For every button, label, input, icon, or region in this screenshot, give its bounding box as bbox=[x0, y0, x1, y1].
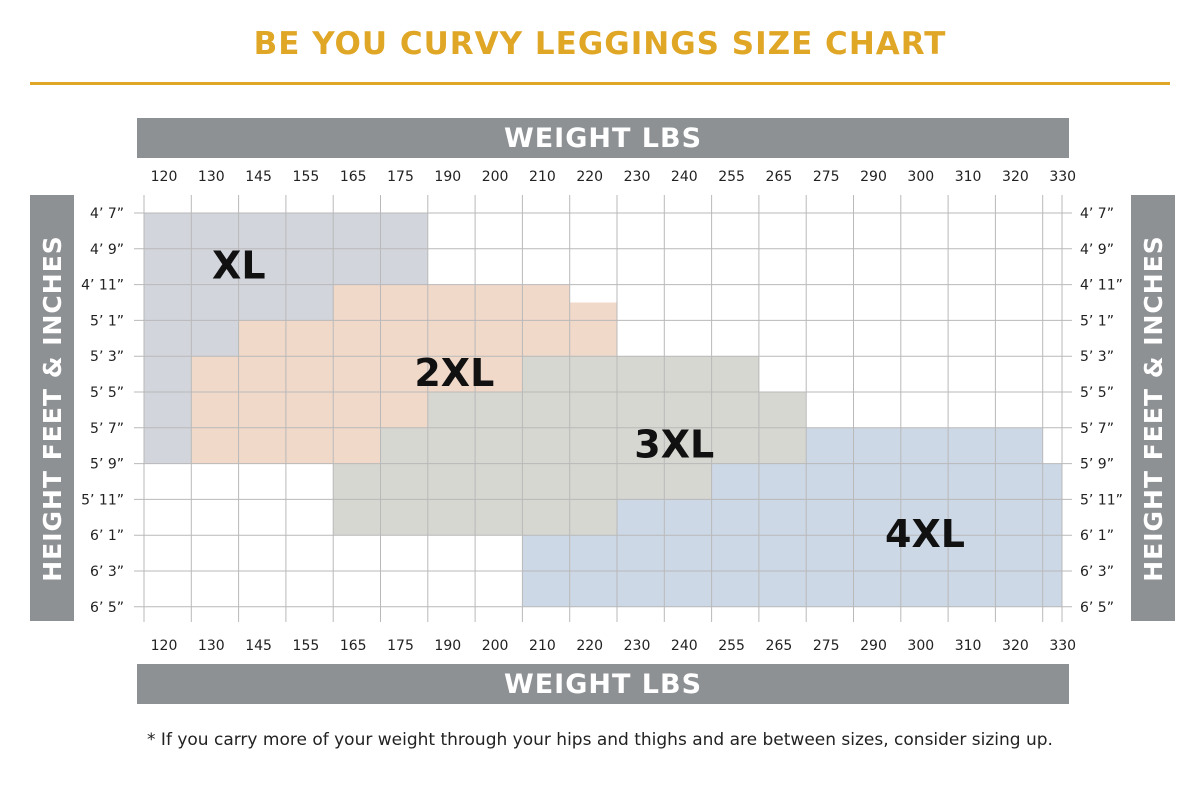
height-tick-right: 5’ 11” bbox=[1080, 492, 1123, 508]
height-tick-left: 5’ 9” bbox=[90, 457, 124, 473]
weight-axis-band-top: WEIGHT LBS bbox=[137, 118, 1069, 158]
footnote: * If you carry more of your weight throu… bbox=[147, 730, 1053, 750]
height-tick-right: 6’ 3” bbox=[1080, 564, 1114, 580]
weight-tick-bottom: 240 bbox=[671, 638, 698, 654]
height-tick-right: 6’ 1” bbox=[1080, 528, 1114, 544]
weight-tick-top: 290 bbox=[860, 169, 887, 185]
weight-tick-top: 165 bbox=[340, 169, 367, 185]
height-tick-left: 5’ 1” bbox=[90, 313, 124, 329]
size-label-xl: XL bbox=[212, 244, 266, 288]
weight-tick-top: 330 bbox=[1049, 169, 1076, 185]
size-block-4xl bbox=[711, 463, 1062, 500]
weight-tick-bottom: 220 bbox=[576, 638, 603, 654]
weight-axis-band-bottom: WEIGHT LBS bbox=[137, 664, 1069, 704]
height-tick-left: 6’ 3” bbox=[90, 564, 124, 580]
height-tick-left: 4’ 9” bbox=[90, 242, 124, 258]
height-tick-left: 5’ 7” bbox=[90, 421, 124, 437]
weight-tick-bottom: 175 bbox=[387, 638, 414, 654]
grid-lines bbox=[134, 195, 1072, 622]
weight-tick-bottom: 300 bbox=[907, 638, 934, 654]
height-tick-left: 4’ 11” bbox=[81, 278, 124, 294]
height-tick-right: 5’ 9” bbox=[1080, 457, 1114, 473]
weight-tick-top: 145 bbox=[245, 169, 272, 185]
weight-tick-top: 155 bbox=[293, 169, 320, 185]
weight-tick-top: 300 bbox=[907, 169, 934, 185]
weight-tick-top: 175 bbox=[387, 169, 414, 185]
height-tick-right: 5’ 7” bbox=[1080, 421, 1114, 437]
weight-tick-bottom: 230 bbox=[624, 638, 651, 654]
size-label-3xl: 3XL bbox=[634, 423, 714, 467]
title-divider bbox=[30, 82, 1170, 85]
weight-tick-top: 220 bbox=[576, 169, 603, 185]
size-block-4xl bbox=[806, 427, 1043, 464]
height-tick-right: 6’ 5” bbox=[1080, 600, 1114, 616]
weight-tick-top: 310 bbox=[955, 169, 982, 185]
weight-tick-bottom: 265 bbox=[766, 638, 793, 654]
size-block-3xl bbox=[522, 356, 759, 392]
weight-tick-top: 275 bbox=[813, 169, 840, 185]
size-block-2xl bbox=[191, 356, 523, 392]
height-axis-band-left: HEIGHT FEET & INCHES bbox=[30, 195, 74, 621]
height-tick-right: 4’ 9” bbox=[1080, 242, 1114, 258]
height-tick-right: 4’ 7” bbox=[1080, 206, 1114, 222]
height-tick-left: 5’ 3” bbox=[90, 349, 124, 365]
weight-tick-bottom: 200 bbox=[482, 638, 509, 654]
weight-tick-top: 240 bbox=[671, 169, 698, 185]
size-block-2xl bbox=[569, 302, 617, 321]
weight-tick-bottom: 145 bbox=[245, 638, 272, 654]
weight-tick-top: 190 bbox=[434, 169, 461, 185]
weight-tick-bottom: 255 bbox=[718, 638, 745, 654]
height-tick-left: 5’ 11” bbox=[81, 492, 124, 508]
weight-tick-top: 130 bbox=[198, 169, 225, 185]
size-block-2xl bbox=[191, 392, 428, 428]
weight-tick-bottom: 320 bbox=[1002, 638, 1029, 654]
height-axis-band-right: HEIGHT FEET & INCHES bbox=[1131, 195, 1175, 621]
height-tick-left: 6’ 1” bbox=[90, 528, 124, 544]
page-title: BE YOU CURVY LEGGINGS SIZE CHART bbox=[253, 26, 947, 62]
size-label-2xl: 2XL bbox=[414, 351, 494, 395]
weight-tick-top: 320 bbox=[1002, 169, 1029, 185]
size-block-2xl bbox=[333, 284, 570, 321]
weight-tick-top: 120 bbox=[151, 169, 178, 185]
size-block-4xl bbox=[617, 499, 1062, 536]
height-tick-left: 5’ 5” bbox=[90, 385, 124, 401]
weight-tick-bottom: 120 bbox=[151, 638, 178, 654]
height-tick-left: 4’ 7” bbox=[90, 206, 124, 222]
weight-tick-bottom: 275 bbox=[813, 638, 840, 654]
height-tick-right: 5’ 5” bbox=[1080, 385, 1114, 401]
size-block-xl bbox=[144, 356, 192, 464]
weight-tick-top: 230 bbox=[624, 169, 651, 185]
weight-tick-top: 210 bbox=[529, 169, 556, 185]
size-block-3xl bbox=[380, 427, 807, 464]
weight-tick-bottom: 310 bbox=[955, 638, 982, 654]
height-tick-right: 4’ 11” bbox=[1080, 278, 1123, 294]
size-label-4xl: 4XL bbox=[885, 512, 965, 556]
height-tick-right: 5’ 1” bbox=[1080, 313, 1114, 329]
weight-tick-bottom: 210 bbox=[529, 638, 556, 654]
weight-tick-bottom: 330 bbox=[1049, 638, 1076, 654]
weight-tick-bottom: 130 bbox=[198, 638, 225, 654]
weight-tick-bottom: 155 bbox=[293, 638, 320, 654]
weight-tick-bottom: 190 bbox=[434, 638, 461, 654]
weight-tick-bottom: 290 bbox=[860, 638, 887, 654]
weight-tick-top: 200 bbox=[482, 169, 509, 185]
height-tick-left: 6’ 5” bbox=[90, 600, 124, 616]
height-tick-right: 5’ 3” bbox=[1080, 349, 1114, 365]
weight-tick-bottom: 165 bbox=[340, 638, 367, 654]
weight-tick-top: 255 bbox=[718, 169, 745, 185]
weight-tick-top: 265 bbox=[766, 169, 793, 185]
